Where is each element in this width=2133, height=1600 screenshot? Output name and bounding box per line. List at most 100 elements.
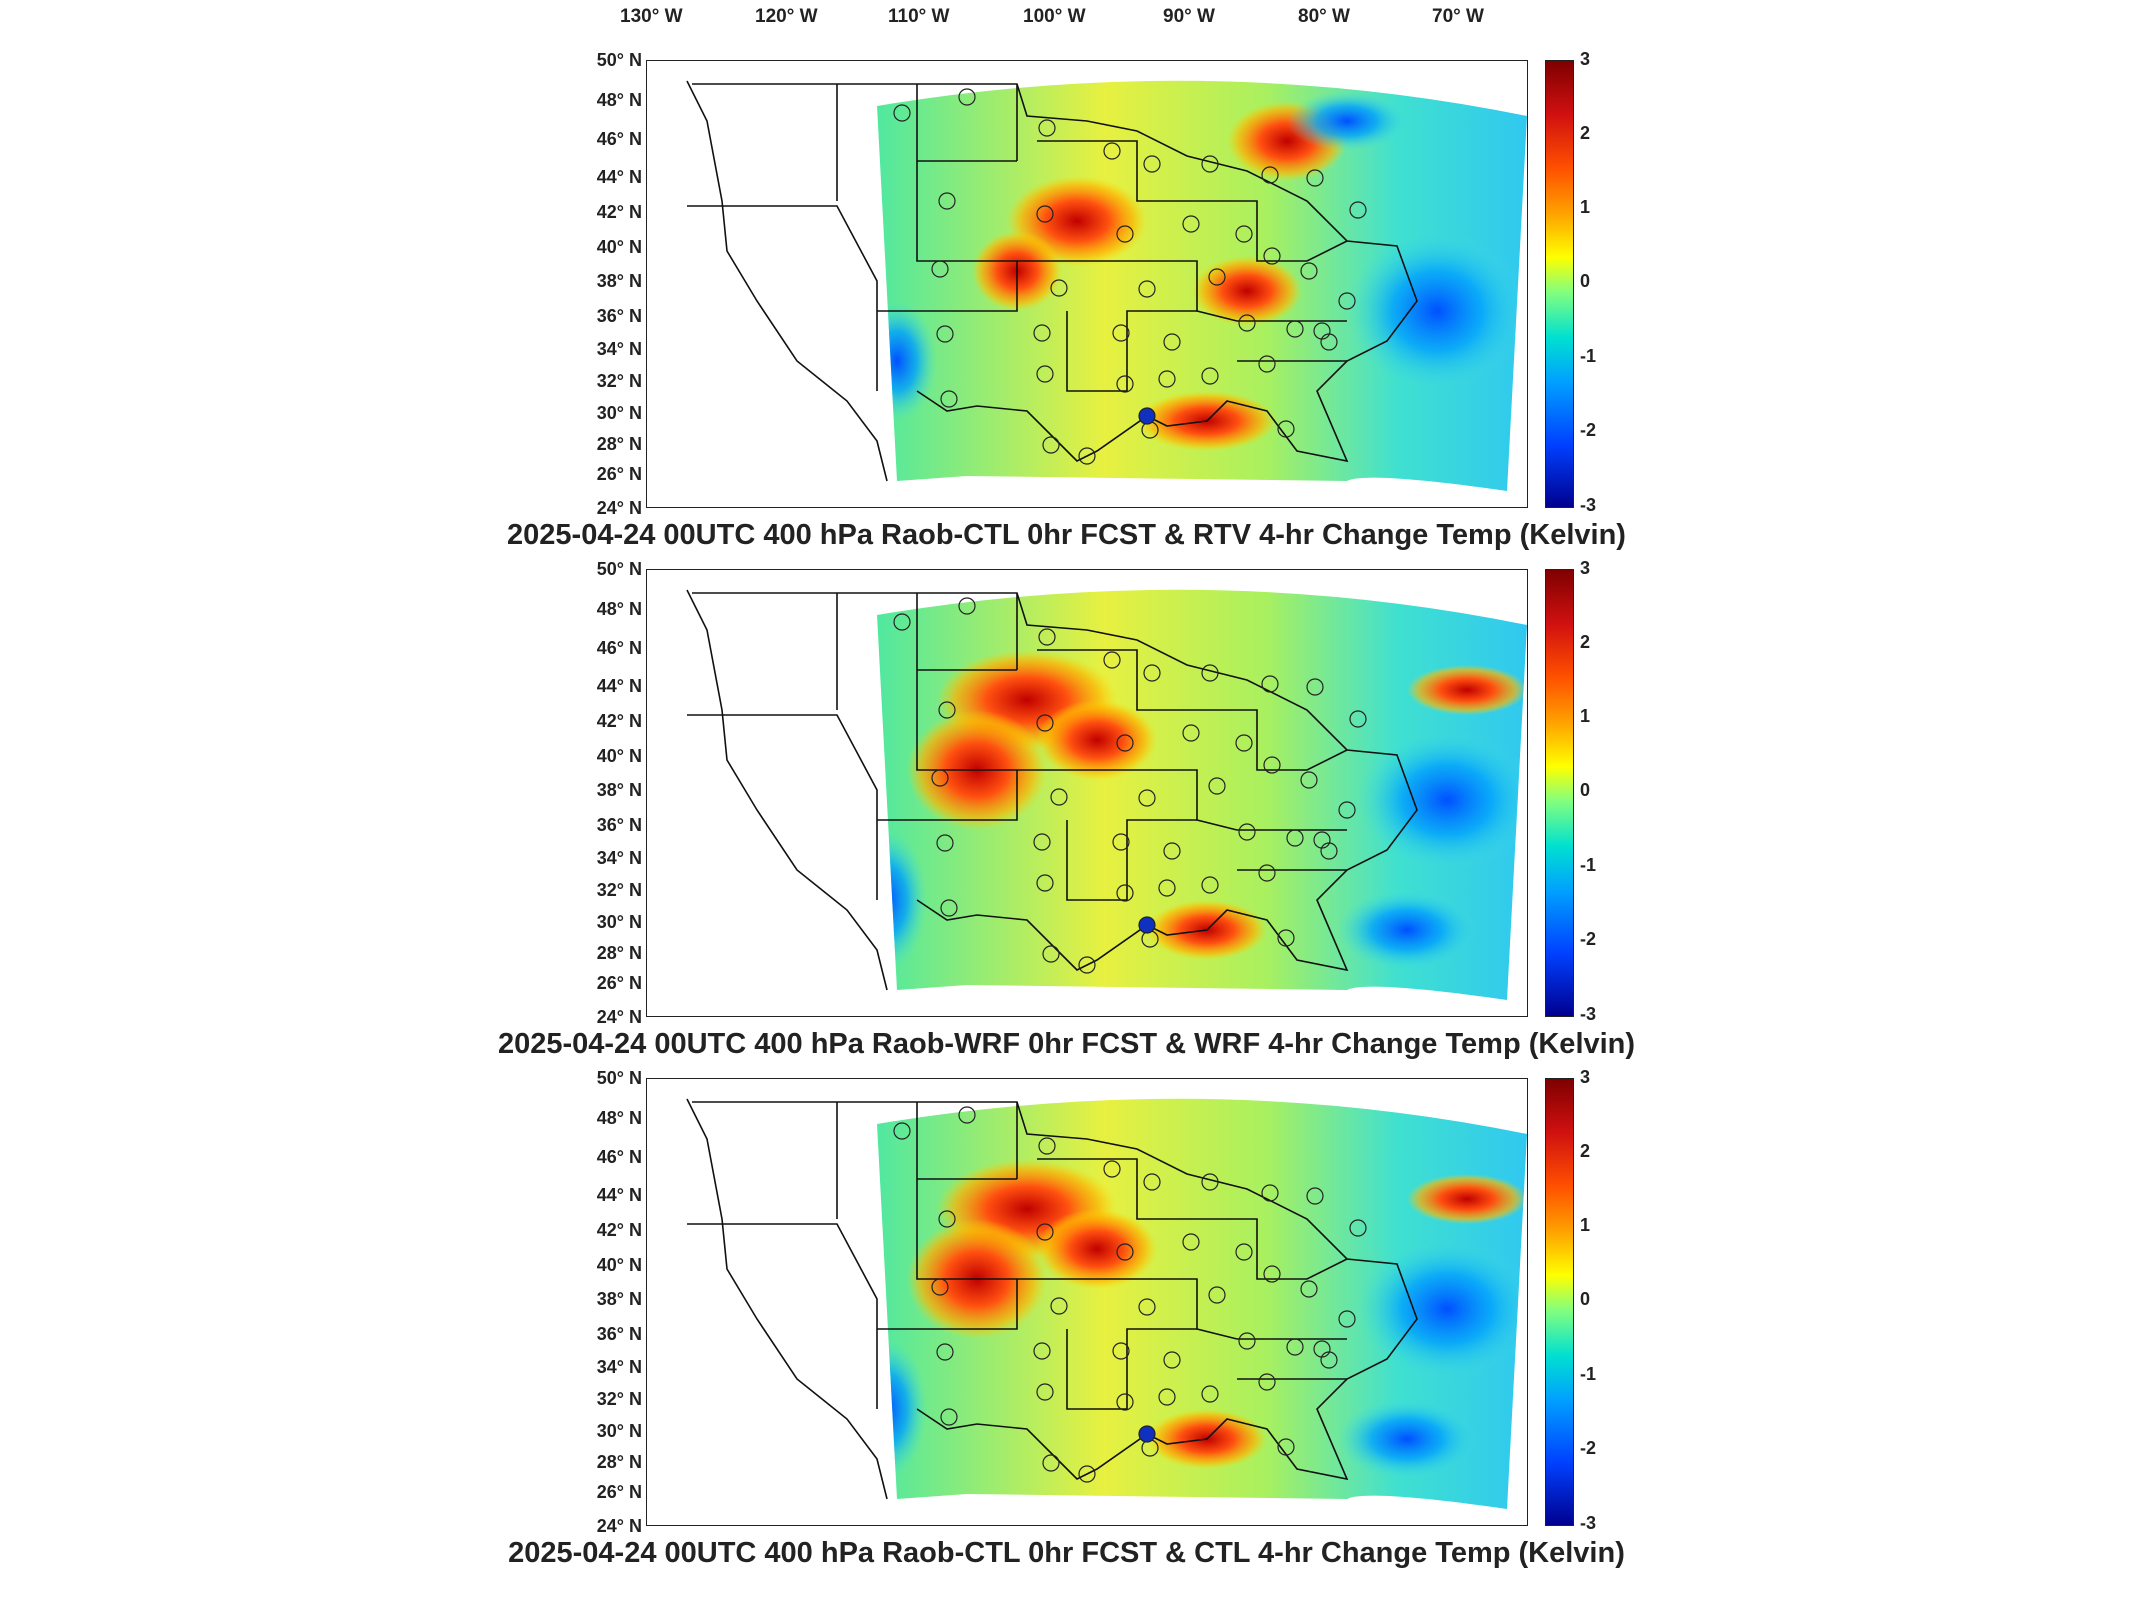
warm-anomaly-region [1037, 1209, 1157, 1289]
lat-label: 36° N [596, 815, 642, 835]
temperature-field-map [686, 589, 1527, 1000]
raob-station-marker [1208, 268, 1226, 286]
lat-label: 26° N [596, 973, 642, 993]
colorbar-tick-label: -3 [1580, 495, 1597, 515]
state-boundaries [686, 80, 1418, 482]
raob-station-marker [1306, 169, 1324, 187]
raob-station-marker [940, 1408, 958, 1426]
lat-label: 30° N [596, 912, 642, 932]
raob-station-marker [1320, 842, 1338, 860]
raob-station-marker [1036, 714, 1054, 732]
raob-station-marker [1263, 247, 1281, 265]
raob-station-marker [1138, 789, 1156, 807]
lon-label: 90° W [1163, 6, 1215, 27]
raob-station-marker [1258, 1373, 1276, 1391]
map-frame [646, 1078, 1528, 1526]
colorbar-tick-label: 3 [1580, 49, 1591, 69]
raob-station-marker [1042, 1454, 1060, 1472]
raob-station-marker [938, 1210, 956, 1228]
lat-label: 44° N [596, 676, 642, 696]
lat-label: 28° N [596, 943, 642, 963]
raob-station-marker [1235, 1243, 1253, 1261]
map-frame [646, 60, 1528, 508]
warm-anomaly-region [1407, 665, 1527, 715]
raob-station-marker [1158, 879, 1176, 897]
raob-station-marker [1163, 333, 1181, 351]
raob-station-marker [1277, 1438, 1295, 1456]
raob-station-marker [1116, 884, 1134, 902]
raob-station-marker [1263, 1265, 1281, 1283]
cool-anomaly-region [877, 830, 927, 970]
lat-label: 28° N [596, 1452, 642, 1472]
lat-label: 50° N [596, 1068, 642, 1088]
raob-station-marker [1261, 1184, 1279, 1202]
colorbar-tick-label: 2 [1580, 632, 1591, 652]
lat-label: 34° N [596, 1357, 642, 1377]
raob-station-marker [1182, 215, 1200, 233]
raob-station-marker [1143, 155, 1161, 173]
lat-label: 42° N [596, 711, 642, 731]
colorbar-tick-label: 3 [1580, 558, 1591, 578]
raob-station-marker [931, 1278, 949, 1296]
warm-anomaly-region [1407, 1174, 1527, 1224]
raob-station-marker [1338, 1310, 1356, 1328]
raob-station-marker [1320, 333, 1338, 351]
colorbar-tick-label: -1 [1580, 346, 1597, 366]
colorbar-tick-label: 2 [1580, 123, 1591, 143]
raob-station-marker [1138, 280, 1156, 298]
raob-station-marker [1261, 166, 1279, 184]
raob-station-marker [1038, 1137, 1056, 1155]
cool-anomaly-region [1337, 890, 1477, 970]
lat-label: 24° N [596, 498, 642, 518]
raob-station-marker [1201, 155, 1219, 173]
lat-label: 30° N [596, 403, 642, 423]
colorbar-tick-label: 0 [1580, 780, 1591, 800]
raob-station-marker [940, 390, 958, 408]
raob-station-marker [1033, 1342, 1051, 1360]
raob-station-marker [1235, 225, 1253, 243]
raob-station-marker [1338, 292, 1356, 310]
lat-label: 46° N [596, 129, 642, 149]
colorbar-tick-label: 0 [1580, 271, 1591, 291]
raob-station-marker [1103, 142, 1121, 160]
colorbar-tick-label: 1 [1580, 706, 1591, 726]
lon-label: 120° W [755, 6, 818, 27]
raob-station-marker [1277, 929, 1295, 947]
warm-anomaly-region [1192, 256, 1302, 326]
raob-station-marker [1163, 1351, 1181, 1369]
raob-station-marker [1036, 1223, 1054, 1241]
lat-label: 32° N [596, 1389, 642, 1409]
colorbar-tick-label: 1 [1580, 1215, 1591, 1235]
colorbar-tick-label: -2 [1580, 420, 1597, 440]
raob-station-marker [1050, 279, 1068, 297]
raob-station-marker [1263, 756, 1281, 774]
raob-station-marker [893, 104, 911, 122]
raob-station-marker [1050, 1297, 1068, 1315]
raob-station-marker [1201, 367, 1219, 385]
lat-label: 34° N [596, 848, 642, 868]
colorbar-tick-label: -3 [1580, 1513, 1597, 1533]
lat-label: 50° N [596, 50, 642, 70]
raob-station-marker [1033, 833, 1051, 851]
lat-label: 40° N [596, 1255, 642, 1275]
lat-label: 48° N [596, 599, 642, 619]
lat-label: 30° N [596, 1421, 642, 1441]
colorbar-tick-label: -1 [1580, 1364, 1597, 1384]
lat-label: 40° N [596, 746, 642, 766]
raob-station-marker [893, 613, 911, 631]
lat-label: 48° N [596, 90, 642, 110]
raob-station-marker [1116, 375, 1134, 393]
lat-label: 42° N [596, 1220, 642, 1240]
raob-station-marker [1286, 829, 1304, 847]
raob-station-marker [1163, 842, 1181, 860]
panel-title: 2025-04-24 00UTC 400 hPa Raob-CTL 0hr FC… [507, 519, 1626, 551]
colorbar-tick-label: -3 [1580, 1004, 1597, 1024]
cool-anomaly-region [877, 1339, 927, 1479]
cool-anomaly-region [1287, 91, 1407, 151]
cool-anomaly-region [1357, 730, 1527, 870]
colorbar-tick-label: 2 [1580, 1141, 1591, 1161]
raob-station-marker [1036, 874, 1054, 892]
raob-station-marker [1300, 771, 1318, 789]
raob-station-marker [1116, 734, 1134, 752]
lat-label: 38° N [596, 780, 642, 800]
